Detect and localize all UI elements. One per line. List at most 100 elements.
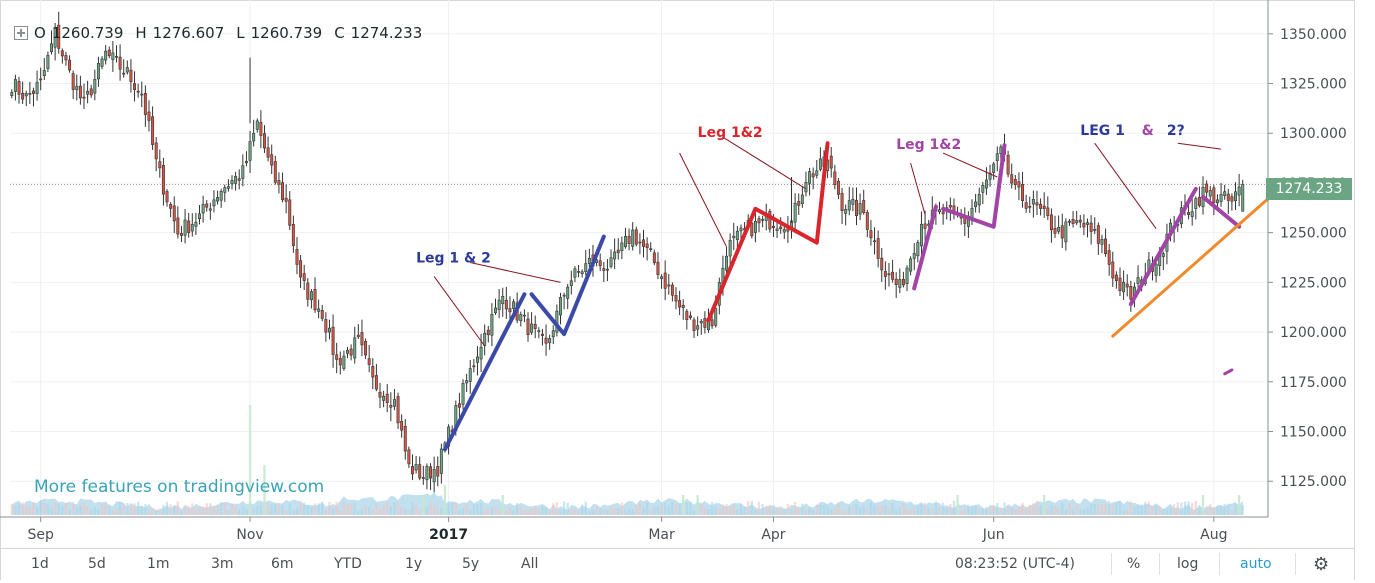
candle-body: [75, 85, 79, 91]
range-1m-button[interactable]: 1m: [147, 556, 170, 572]
candle-body: [68, 59, 72, 71]
volume-bar: [43, 502, 46, 515]
candle-body: [559, 297, 562, 316]
price-chart[interactable]: Leg 1 & 2 Leg 1&2 Leg 1&2 LEG 1 & 2? 1125.000…: [0, 0, 1355, 548]
gear-icon[interactable]: ⚙: [1313, 554, 1330, 575]
candle-body: [223, 187, 227, 193]
volume-bar: [620, 502, 624, 515]
candle-body: [360, 332, 364, 346]
candle-body: [64, 55, 68, 61]
volume-bar: [263, 465, 266, 515]
candle-body: [1071, 219, 1075, 224]
volume-bar: [367, 506, 371, 515]
candle-body: [306, 282, 310, 300]
volume-bar: [321, 501, 324, 515]
volume-bar: [1169, 507, 1172, 515]
volume-bar: [476, 504, 479, 515]
volume-bar: [389, 505, 393, 515]
percent-toggle[interactable]: %: [1127, 556, 1141, 572]
candle-body: [1226, 193, 1230, 201]
candle-body: [688, 315, 692, 318]
candle-body: [605, 268, 609, 271]
trend-line: [443, 292, 527, 452]
volume-bar: [895, 509, 898, 515]
volume-bar: [97, 509, 100, 515]
volume-bar: [674, 504, 678, 515]
volume-bar: [129, 507, 133, 515]
candle-body: [421, 477, 425, 479]
leader-line: [433, 276, 486, 347]
candle-body: [501, 296, 505, 305]
x-tick-label: Aug: [1200, 527, 1227, 543]
volume-bar: [631, 508, 634, 515]
volume-bar: [1223, 503, 1226, 515]
volume-bar: [999, 508, 1003, 515]
range-1d-button[interactable]: 1d: [31, 556, 49, 572]
grid: [10, 0, 1268, 517]
volume-bar: [144, 504, 147, 515]
candle-body: [793, 202, 797, 223]
candle-body: [1223, 191, 1227, 197]
range-ytd-button[interactable]: YTD: [334, 556, 362, 572]
auto-scale-toggle[interactable]: auto: [1240, 556, 1272, 572]
range-3m-button[interactable]: 3m: [211, 556, 234, 572]
range-6m-button[interactable]: 6m: [271, 556, 294, 572]
volume-bar: [487, 508, 490, 515]
volume-bar: [613, 508, 616, 515]
volume-bar: [458, 510, 461, 515]
log-toggle[interactable]: log: [1177, 556, 1199, 572]
volume-bar: [310, 506, 313, 515]
volume-bar: [256, 505, 259, 515]
candle-body: [432, 469, 436, 483]
range-5d-button[interactable]: 5d: [88, 556, 106, 572]
candle-body: [147, 111, 151, 121]
time-axis: Sep Nov 2017 Mar Apr Jun Aug: [0, 516, 1268, 543]
candle-body: [919, 223, 923, 247]
range-1y-button[interactable]: 1y: [405, 556, 423, 572]
candle-body: [540, 333, 544, 336]
volume-bar: [252, 508, 255, 515]
volume-bar: [1129, 501, 1133, 515]
volume-bar: [862, 506, 865, 515]
candle-body: [468, 368, 472, 382]
candle-body: [411, 466, 414, 475]
volume-bar: [822, 505, 826, 515]
candle-body: [620, 242, 624, 251]
candle-body: [465, 380, 469, 384]
candle-body: [714, 308, 718, 326]
candle-body: [909, 258, 913, 272]
volume-bar: [591, 510, 595, 515]
low-value: 1260.739: [250, 24, 323, 42]
volume-bar: [1234, 504, 1237, 515]
watermark-link[interactable]: More features on tradingview.com: [34, 477, 325, 497]
expand-icon[interactable]: [14, 26, 28, 40]
candle-body: [259, 122, 263, 136]
leader-line: [910, 162, 926, 215]
candle-body: [35, 82, 39, 94]
candle-body: [187, 220, 191, 233]
candle-body: [317, 308, 321, 312]
volume-bar: [577, 510, 580, 515]
volume-bar: [324, 510, 328, 515]
volume-bar: [689, 501, 692, 515]
range-all-button[interactable]: All: [521, 556, 539, 572]
candle-body: [1118, 277, 1122, 291]
volume-bar: [342, 501, 346, 515]
volume-bar: [602, 510, 605, 515]
candle-body: [1154, 263, 1158, 276]
volume-bar: [447, 501, 450, 515]
candle-body: [504, 299, 508, 310]
candle-body: [367, 358, 371, 365]
candle-body: [1136, 277, 1140, 284]
candle-body: [248, 141, 252, 161]
candle-body: [569, 280, 573, 286]
volume-bar: [209, 503, 212, 515]
candle-body: [161, 165, 165, 195]
volume-bar: [790, 509, 793, 515]
volume-bar: [970, 505, 974, 515]
volume-bar: [234, 507, 237, 515]
candle-body: [295, 249, 299, 265]
clock-readout[interactable]: 08:23:52 (UTC-4): [955, 556, 1075, 572]
candle-body: [551, 330, 555, 338]
range-5y-button[interactable]: 5y: [462, 556, 480, 572]
